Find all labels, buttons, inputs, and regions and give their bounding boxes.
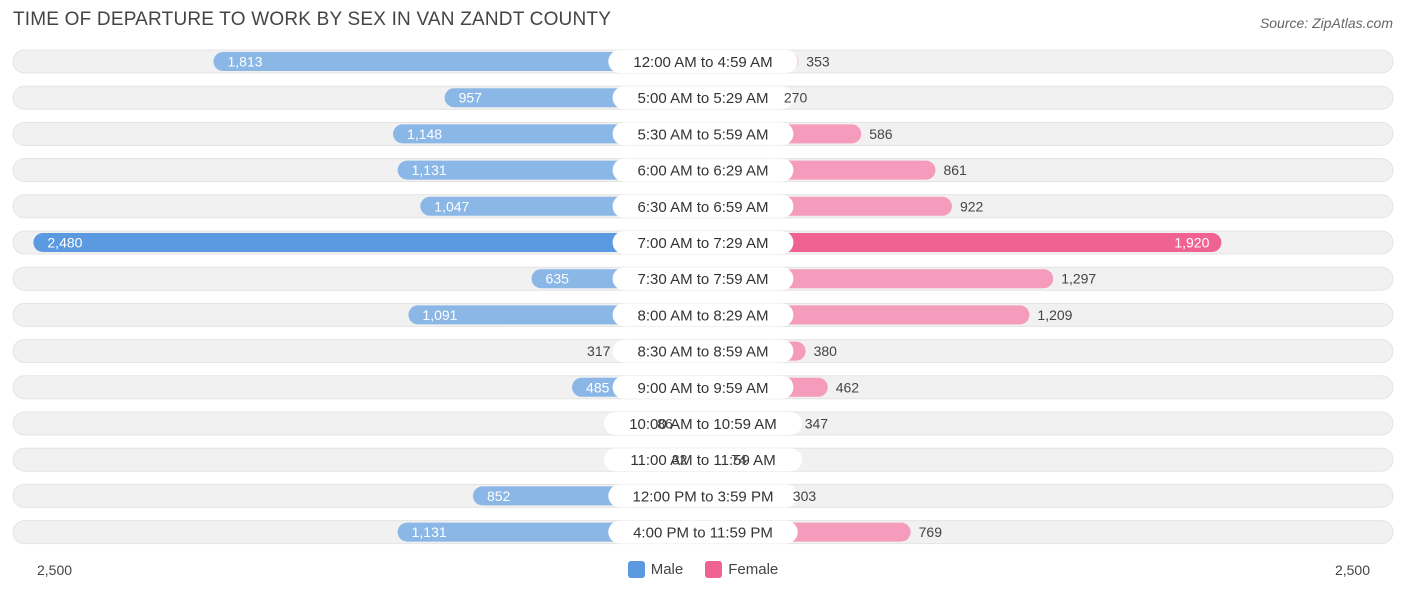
category-label: 4:00 PM to 11:59 PM <box>633 525 773 542</box>
category-label: 7:00 AM to 7:29 AM <box>638 235 769 252</box>
category-label: 8:00 AM to 8:29 AM <box>638 307 769 324</box>
legend-item-female: Female <box>705 561 778 578</box>
axis-left-label: 2,500 <box>37 562 73 578</box>
female-value-label: 1,920 <box>1174 235 1209 251</box>
female-value-label: 1,209 <box>1037 307 1072 323</box>
category-label: 5:30 AM to 5:59 AM <box>638 126 769 143</box>
female-value-label: 861 <box>943 162 967 178</box>
legend-label-male: Male <box>650 561 684 578</box>
male-value-label: 1,131 <box>412 162 447 178</box>
female-value-label: 769 <box>919 524 943 540</box>
legend-swatch-female <box>705 561 723 578</box>
legend-label-female: Female <box>728 561 779 578</box>
female-value-label: 303 <box>793 488 817 504</box>
female-value-label: 380 <box>814 343 838 359</box>
category-label: 11:00 AM to 11:59 AM <box>630 452 775 469</box>
female-value-label: 270 <box>784 90 808 106</box>
male-value-label: 1,131 <box>412 524 447 540</box>
male-value-label: 1,813 <box>227 54 262 70</box>
male-value-label: 1,047 <box>434 198 469 214</box>
axis-right-label: 2,500 <box>1334 562 1370 578</box>
male-value-label: 317 <box>587 343 611 359</box>
male-bar <box>213 52 704 71</box>
male-value-label: 1,091 <box>422 307 457 323</box>
category-label: 12:00 PM to 3:59 PM <box>633 488 774 505</box>
male-value-label: 86 <box>657 416 673 432</box>
male-value-label: 1,148 <box>407 126 442 142</box>
female-value-label: 347 <box>805 416 829 432</box>
chart-title: TIME OF DEPARTURE TO WORK BY SEX IN VAN … <box>13 9 612 30</box>
category-label-bg <box>612 267 794 291</box>
category-label-bg <box>612 303 794 327</box>
category-label: 10:00 AM to 10:59 AM <box>629 416 777 433</box>
category-label-bg <box>612 231 794 254</box>
female-bar <box>703 233 1222 252</box>
female-value-label: 353 <box>806 54 830 70</box>
category-label-bg <box>612 375 794 399</box>
category-label-bg <box>612 194 794 218</box>
female-value-label: 462 <box>836 379 860 395</box>
category-label-bg <box>604 412 802 435</box>
female-value-label: 74 <box>731 452 747 468</box>
male-value-label: 635 <box>546 271 570 287</box>
male-value-label: 32 <box>672 452 688 468</box>
category-label: 7:30 AM to 7:59 AM <box>638 271 769 288</box>
male-value-label: 957 <box>459 90 483 106</box>
category-label-bg <box>612 339 794 363</box>
female-value-label: 1,297 <box>1061 271 1096 287</box>
female-value-label: 922 <box>960 198 984 214</box>
male-value-label: 852 <box>487 488 511 504</box>
category-label: 5:00 AM to 5:29 AM <box>638 90 769 107</box>
category-label-bg <box>608 50 798 73</box>
category-label-bg <box>612 86 794 110</box>
source-credit: Source: ZipAtlas.com <box>1259 15 1393 31</box>
legend-item-male: Male <box>627 561 684 578</box>
category-label: 6:30 AM to 6:59 AM <box>638 199 769 216</box>
category-label: 9:00 AM to 9:59 AM <box>638 380 769 397</box>
category-label: 6:00 AM to 6:29 AM <box>638 163 769 180</box>
male-bar <box>33 233 703 252</box>
male-value-label: 2,480 <box>47 235 82 251</box>
category-label: 12:00 AM to 4:59 AM <box>633 54 772 71</box>
category-label-bg <box>612 158 794 182</box>
category-label-bg <box>608 484 798 508</box>
legend-swatch-male <box>627 561 645 578</box>
category-label-bg <box>608 520 798 544</box>
male-value-label: 485 <box>586 379 610 395</box>
legend: Male Female <box>0 561 1406 578</box>
category-label: 8:30 AM to 8:59 AM <box>638 344 769 361</box>
category-label-bg <box>604 448 802 472</box>
category-label-bg <box>612 122 794 146</box>
female-value-label: 586 <box>869 126 893 142</box>
